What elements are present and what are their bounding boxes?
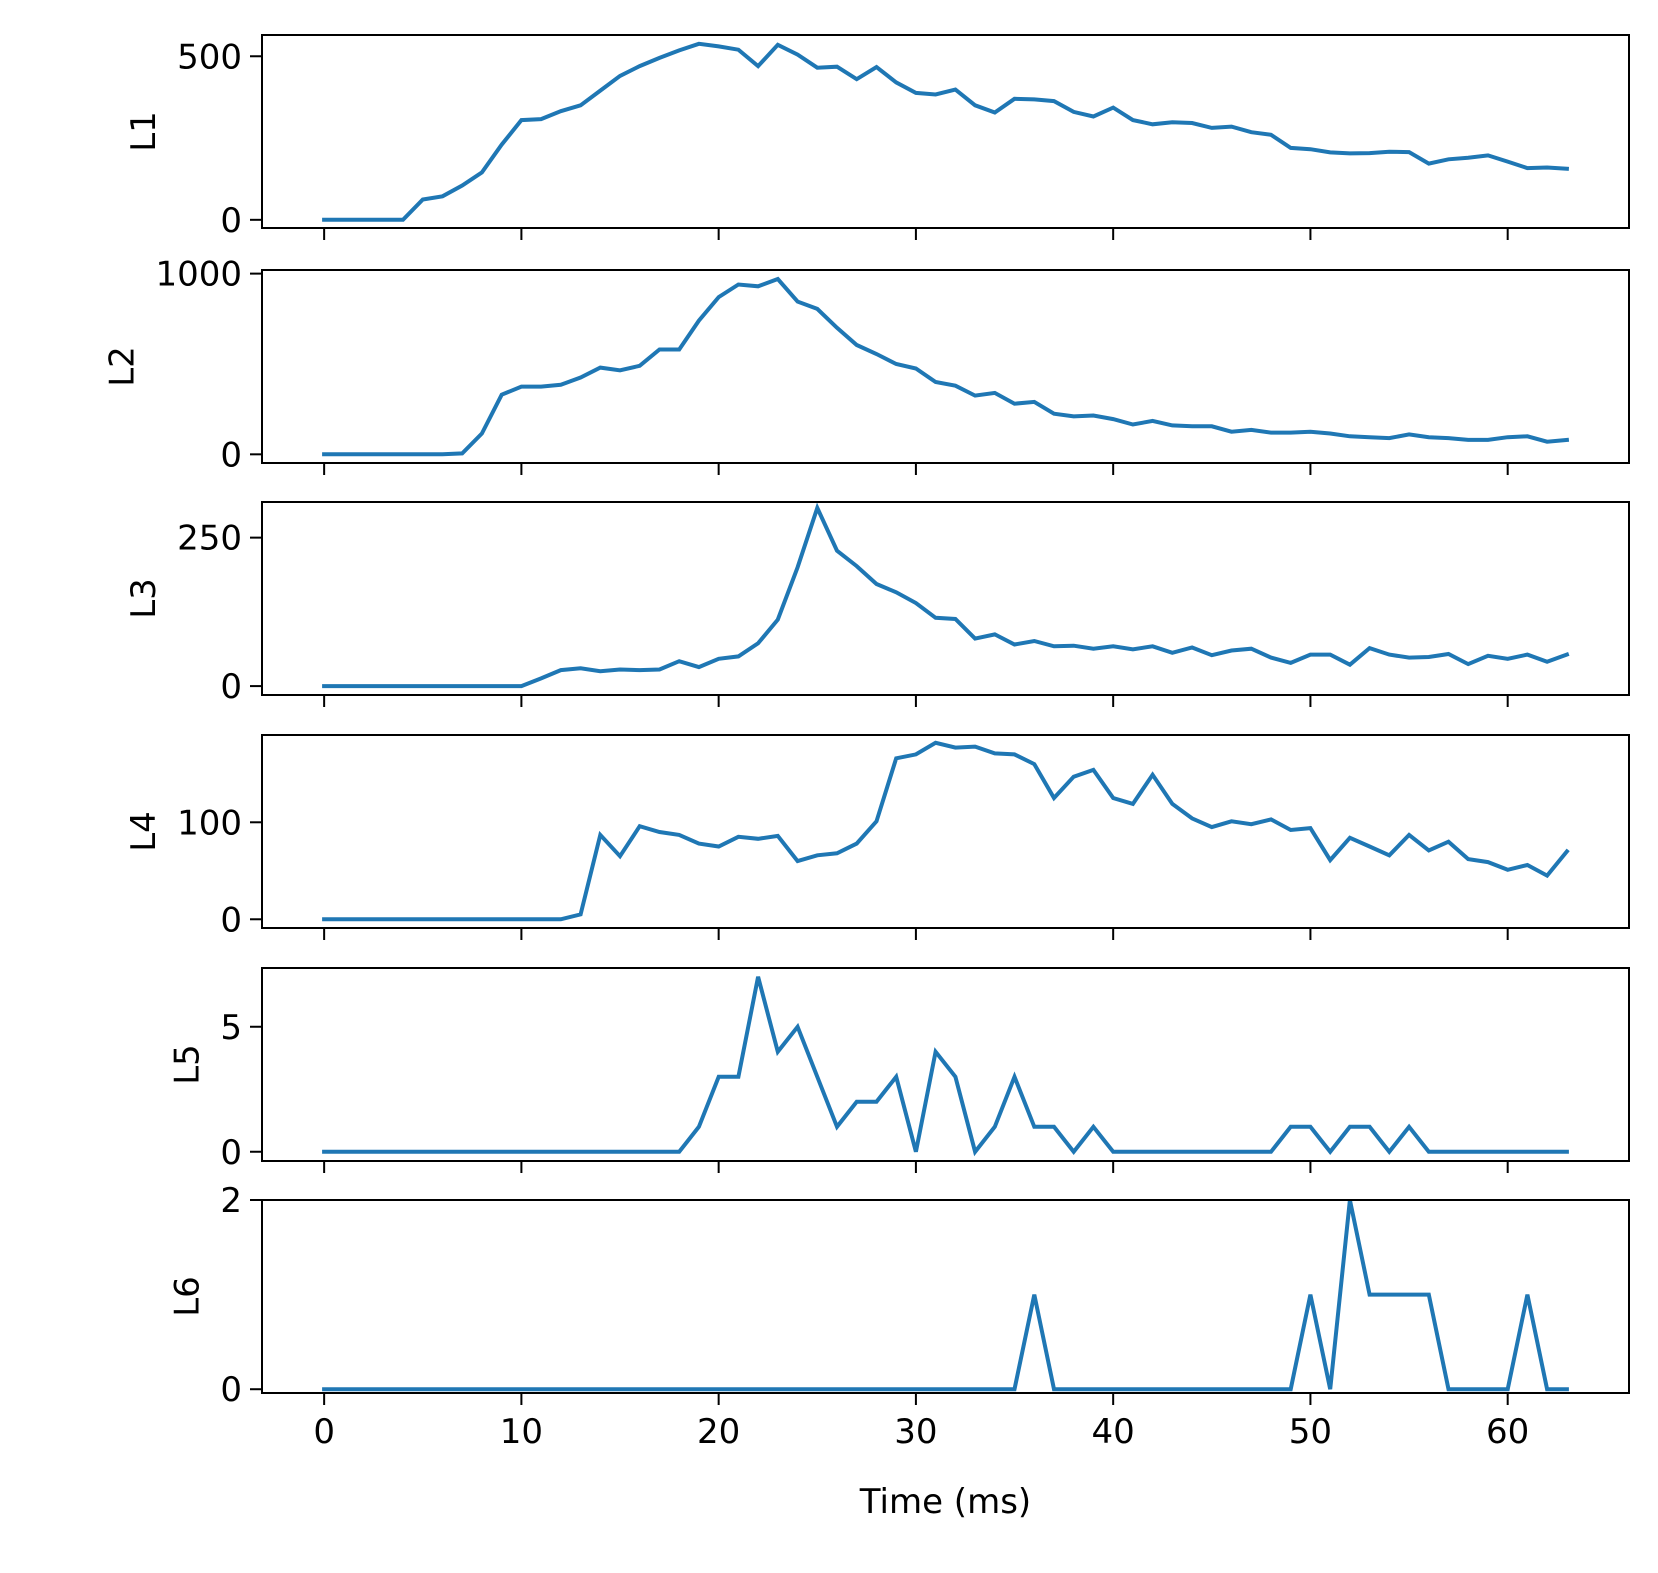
- y-tick-label: 0: [220, 1370, 242, 1410]
- y-tick-label: 5: [220, 1008, 242, 1048]
- axes-frame: [261, 34, 1630, 229]
- axes-frame: [261, 734, 1630, 929]
- y-tick-label: 0: [220, 201, 242, 241]
- x-tick-label: 40: [1092, 1412, 1135, 1452]
- x-axis-label: Time (ms): [859, 1482, 1031, 1522]
- axes-frame: [261, 501, 1630, 696]
- panel-l1: 0 500 L1: [124, 34, 1630, 241]
- panel-l5: 0 5 L5: [167, 967, 1630, 1173]
- x-tick-label: 60: [1486, 1412, 1529, 1452]
- series-line-l2: [322, 276, 1570, 457]
- axes-frame: [261, 967, 1630, 1162]
- series-line-l1: [322, 41, 1570, 222]
- y-tick-label: 250: [177, 519, 242, 559]
- panel-l3: 0 250 L3: [124, 501, 1630, 707]
- y-axis-label: L6: [167, 1276, 207, 1317]
- y-tick-label: 100: [177, 803, 242, 843]
- axes-frame: [261, 269, 1630, 464]
- y-tick-label: 2: [220, 1181, 242, 1221]
- axes-frame: [261, 1199, 1630, 1394]
- x-tick-label: 10: [500, 1412, 543, 1452]
- y-tick-label: 500: [177, 37, 242, 77]
- y-axis-label: L4: [124, 811, 164, 852]
- y-axis-label: L2: [103, 346, 143, 387]
- y-tick-label: 0: [220, 667, 242, 707]
- x-tick-label: 0: [313, 1412, 335, 1452]
- y-tick-label: 0: [220, 1133, 242, 1173]
- y-axis-label: L1: [124, 111, 164, 152]
- panel-l4: 0 100 L4: [124, 734, 1630, 940]
- series-line-l6: [322, 1199, 1569, 1392]
- x-tick-label: 50: [1289, 1412, 1332, 1452]
- y-axis-label: L3: [124, 578, 164, 619]
- series-line-l5: [322, 976, 1569, 1157]
- x-tick-label: 30: [894, 1412, 937, 1452]
- panel-l2: 0 1000 L2: [103, 255, 1630, 475]
- y-tick-label: 0: [220, 435, 242, 475]
- y-tick-label: 0: [220, 900, 242, 940]
- series-line-l3: [322, 502, 1570, 689]
- x-tick-label: 20: [697, 1412, 740, 1452]
- y-tick-label: 1000: [155, 255, 242, 295]
- y-axis-label: L5: [167, 1044, 207, 1085]
- series-line-l4: [322, 740, 1570, 922]
